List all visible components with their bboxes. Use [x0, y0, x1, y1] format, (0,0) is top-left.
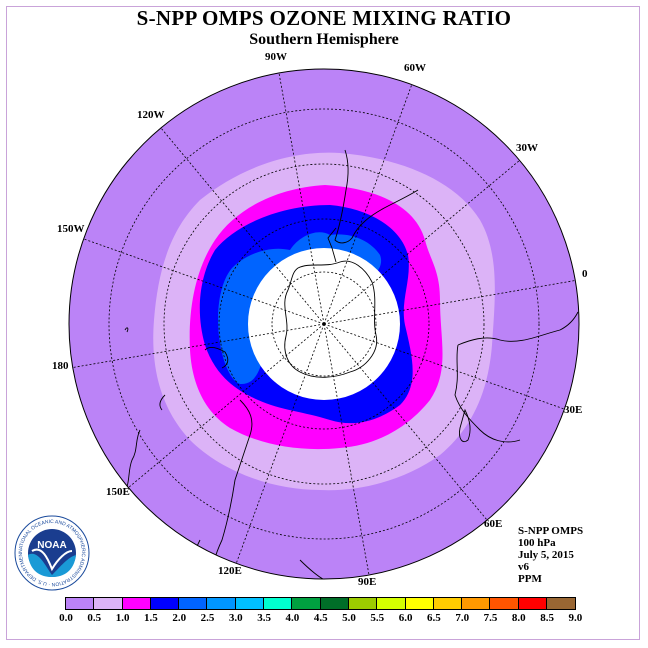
- colorbar-tick-label: 8.0: [511, 612, 526, 624]
- map-border: [68, 68, 580, 580]
- noaa-logo-text: NOAA: [37, 540, 66, 551]
- south-pole-marker: [322, 322, 326, 326]
- colorbar-tick-label: 5.5: [370, 612, 385, 624]
- colorbar-swatch-5: [207, 598, 236, 609]
- colorbar-tick-label: 2.5: [200, 612, 215, 624]
- colorbar-tick-label: 7.5: [483, 612, 498, 624]
- colorbar-tick-label: 7.0: [455, 612, 470, 624]
- colorbar-tick-label: 3.5: [257, 612, 271, 624]
- map-subtitle: Southern Hemisphere: [249, 31, 399, 48]
- longitude-label-60e: 60E: [484, 518, 503, 530]
- info-version: v6: [518, 561, 529, 573]
- colorbar-swatch-2: [122, 598, 151, 609]
- colorbar-swatch-16: [518, 598, 548, 609]
- colorbar-swatch-4: [179, 598, 208, 609]
- colorbar: [65, 597, 577, 610]
- longitude-label-30w: 30W: [516, 142, 538, 154]
- info-pressure-level: 100 hPa: [518, 537, 556, 549]
- coastlines: [124, 149, 579, 579]
- colorbar-tick-label: 4.0: [285, 612, 300, 624]
- colorbar-swatch-7: [264, 598, 293, 609]
- colorbar-tick-label: 6.0: [398, 612, 413, 624]
- colorbar-tick-label: 2.0: [172, 612, 187, 624]
- colorbar-tick-label: 6.5: [427, 612, 441, 624]
- colorbar-tick-label: 1.0: [115, 612, 130, 624]
- colorbar-swatch-13: [433, 598, 463, 609]
- colorbar-swatch-8: [292, 598, 321, 609]
- longitude-label-150w: 150W: [57, 223, 85, 235]
- colorbar-swatch-9: [320, 598, 349, 609]
- colorbar-swatch-17: [547, 598, 576, 609]
- colorbar-swatch-10: [348, 598, 378, 609]
- colorbar-tick-label: 0.0: [59, 612, 73, 624]
- graticule: [69, 72, 579, 576]
- figure-frame: [6, 6, 640, 640]
- colorbar-tick-label: 3.0: [228, 612, 243, 624]
- colorbar-tick-label: 4.5: [313, 612, 328, 624]
- colorbar-swatch-0: [66, 598, 95, 609]
- colorbar-tick-label: 5.0: [342, 612, 356, 624]
- longitude-label-0: 0: [582, 268, 588, 280]
- map-title: S-NPP OMPS OZONE MIXING RATIO: [136, 6, 512, 30]
- colorbar-swatch-1: [94, 598, 123, 609]
- noaa-logo-icon: NATIONAL OCEANIC AND ATMOSPHERIC ADMINIS…: [14, 515, 90, 591]
- longitude-label-120w: 120W: [137, 109, 165, 121]
- colorbar-tick-label: 9.0: [568, 612, 583, 624]
- colorbar-swatch-14: [462, 598, 491, 609]
- longitude-label-90e: 90E: [358, 576, 377, 588]
- colorbar-tick-label: 0.5: [87, 612, 102, 624]
- colorbar-swatch-15: [490, 598, 519, 609]
- info-instrument: S-NPP OMPS: [518, 525, 584, 537]
- longitude-label-60w: 60W: [404, 62, 426, 74]
- longitude-label-90w: 90W: [265, 51, 287, 63]
- colorbar-swatch-6: [235, 598, 265, 609]
- colorbar-swatch-3: [150, 598, 180, 609]
- longitude-label-150e: 150E: [106, 486, 130, 498]
- colorbar-swatch-12: [405, 598, 434, 609]
- longitude-label-30e: 30E: [564, 404, 583, 416]
- colorbar-tick-label: 8.5: [540, 612, 554, 624]
- colorbar-swatch-11: [377, 598, 406, 609]
- longitude-label-180: 180: [52, 360, 69, 372]
- info-date: July 5, 2015: [518, 549, 574, 561]
- colorbar-tick-label: 1.5: [144, 612, 158, 624]
- info-units: PPM: [518, 573, 542, 585]
- longitude-label-120e: 120E: [218, 565, 242, 577]
